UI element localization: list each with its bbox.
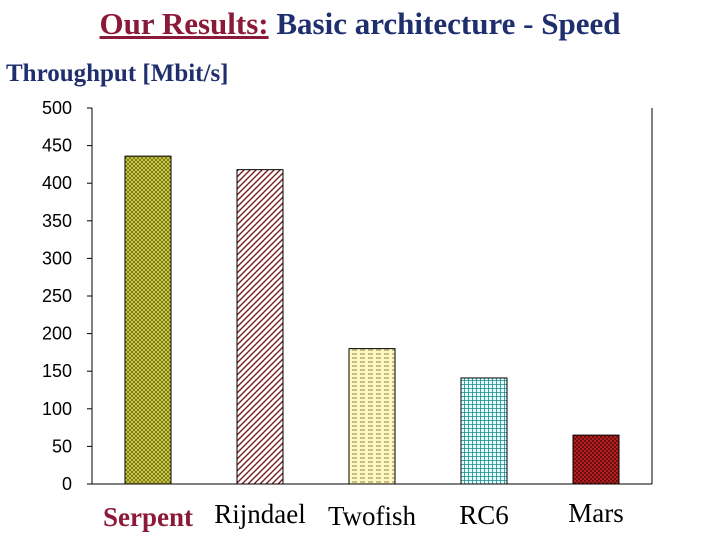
slide-title: Our Results: Basic architecture - Speed xyxy=(0,6,720,42)
title-rest: Basic architecture - Speed xyxy=(276,6,621,41)
y-tick-label: 100 xyxy=(42,399,72,419)
y-tick-label: 400 xyxy=(42,173,72,193)
y-tick-label: 450 xyxy=(42,136,72,156)
y-tick-label: 250 xyxy=(42,286,72,306)
y-tick-label: 300 xyxy=(42,248,72,268)
y-axis-label: Throughput [Mbit/s] xyxy=(6,60,229,87)
bar-rc6 xyxy=(460,377,508,485)
x-category-label: RC6 xyxy=(459,500,509,530)
bar-twofish xyxy=(348,348,396,485)
y-tick-label: 350 xyxy=(42,211,72,231)
bar-serpent xyxy=(124,155,172,485)
y-tick-label: 500 xyxy=(42,98,72,118)
y-tick-label: 150 xyxy=(42,361,72,381)
x-category-label: Twofish xyxy=(328,501,417,531)
x-category-label: Serpent xyxy=(103,502,193,532)
y-tick-label: 50 xyxy=(52,436,72,456)
bar-rijndael xyxy=(236,169,284,485)
y-tick-label: 0 xyxy=(62,474,72,494)
y-tick-label: 200 xyxy=(42,324,72,344)
bar-mars xyxy=(572,434,620,485)
x-category-label: Mars xyxy=(568,498,624,528)
title-lead: Our Results: xyxy=(99,6,269,41)
x-category-label: Rijndael xyxy=(214,499,305,529)
